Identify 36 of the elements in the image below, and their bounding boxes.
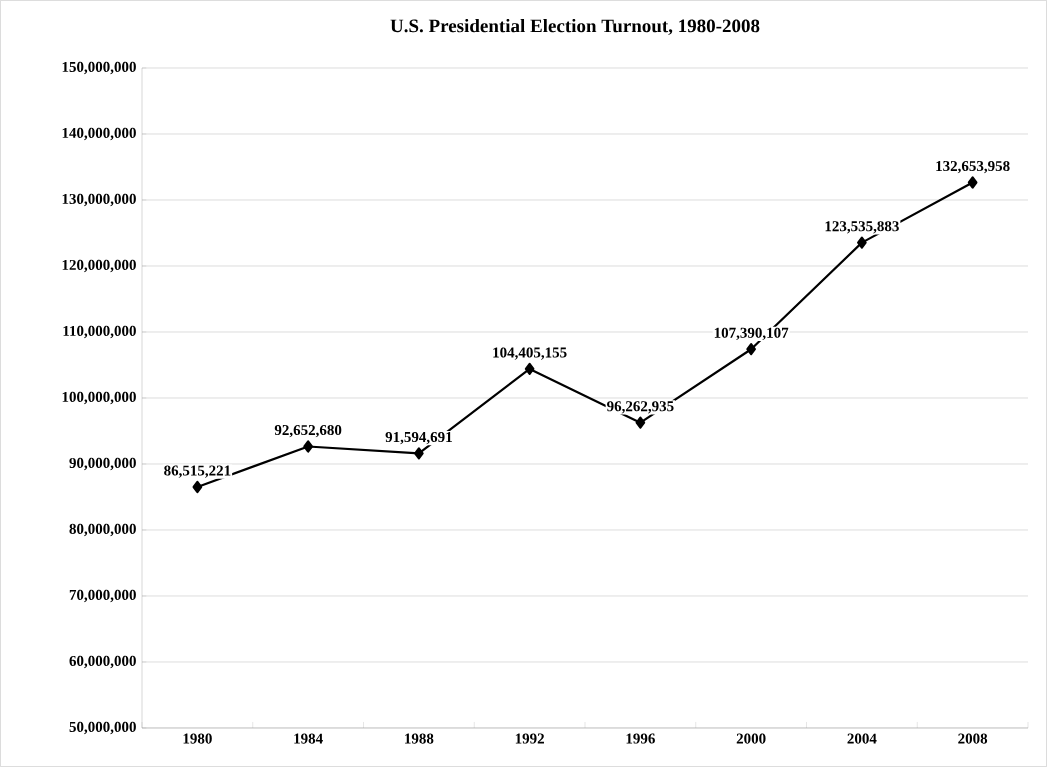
data-label: 123,535,883 <box>825 221 899 234</box>
point <box>635 416 646 429</box>
x-tick-label: 1988 <box>405 733 434 744</box>
x-tick-label: 2008 <box>958 733 988 744</box>
x-tick-label: 1984 <box>294 733 323 744</box>
y-tick-label: 70,000,000 <box>69 589 136 603</box>
x-tick-label: 2000 <box>736 733 766 744</box>
point <box>524 362 535 376</box>
y-tick-label: 150,000,000 <box>62 61 136 75</box>
y-tick-label: 140,000,000 <box>62 127 136 141</box>
data-label: 86,515,221 <box>164 465 231 478</box>
point <box>967 176 978 189</box>
data-label: 107,390,107 <box>714 327 789 341</box>
x-tick-label: 1980 <box>183 733 212 744</box>
y-tick-label: 90,000,000 <box>69 457 136 471</box>
data-label: 96,262,935 <box>607 401 674 414</box>
point <box>857 236 867 249</box>
point <box>746 343 756 356</box>
x-tick-label: 2004 <box>847 733 877 744</box>
point <box>303 440 313 453</box>
y-tick-label: 130,000,000 <box>62 193 136 207</box>
data-label: 91,594,691 <box>385 432 452 445</box>
y-tick-label: 100,000,000 <box>62 391 136 405</box>
y-tick-label: 60,000,000 <box>69 655 136 669</box>
y-tick-label: 110,000,000 <box>63 325 136 339</box>
data-label: 132,653,958 <box>936 160 1010 174</box>
data-label: 92,652,680 <box>274 424 342 438</box>
data-label: 104,405,155 <box>493 347 567 360</box>
chart-title: U.S. Presidential Election Turnout, 1980-2008 <box>390 18 760 36</box>
y-tick-label: 80,000,000 <box>69 523 136 537</box>
x-tick-label: 1996 <box>626 733 655 744</box>
point <box>414 447 424 460</box>
point <box>192 480 203 494</box>
y-tick-label: 50,000,000 <box>69 721 136 735</box>
x-tick-label: 1992 <box>515 733 544 744</box>
y-tick-label: 120,000,000 <box>62 259 136 273</box>
